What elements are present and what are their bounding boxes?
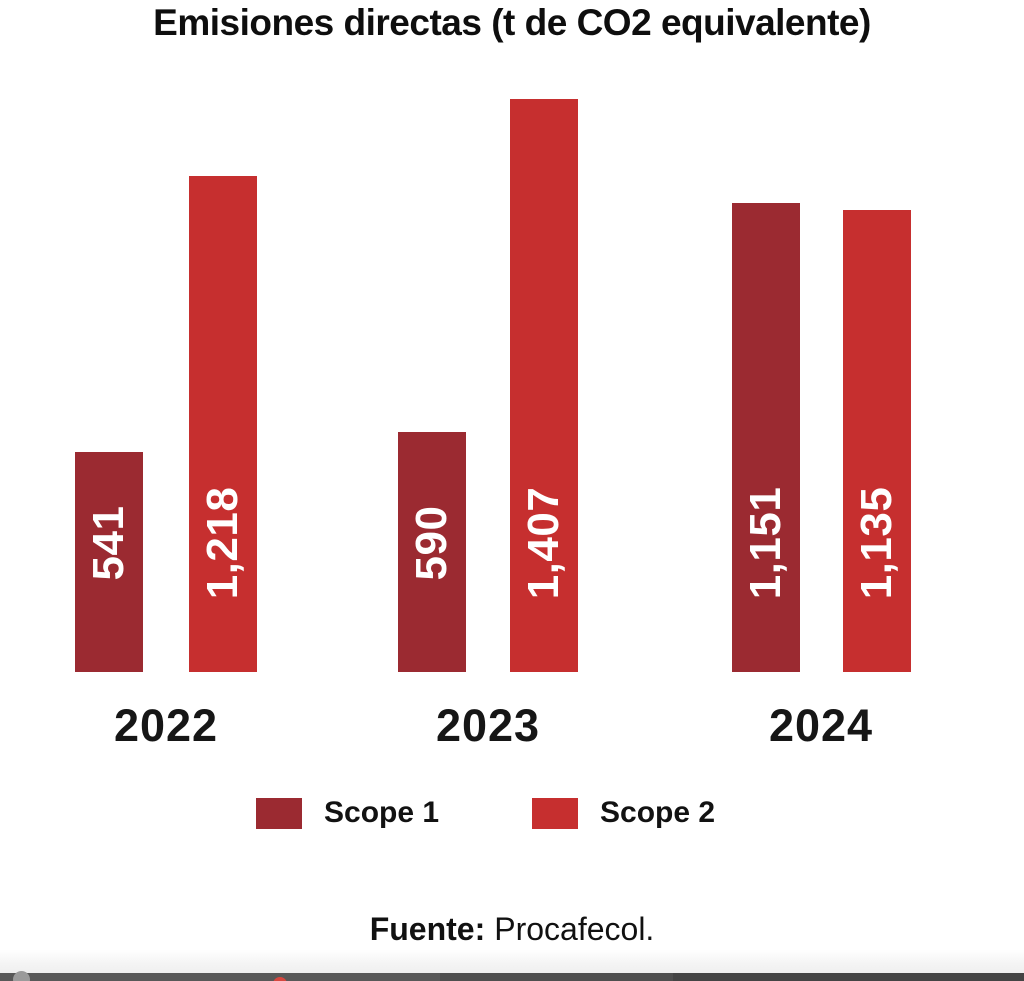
bar-value-label-2024-scope-2: 1,135 — [852, 486, 901, 600]
x-axis-label-2023: 2023 — [435, 700, 541, 751]
source-text: Procafecol. — [494, 911, 655, 947]
bar-2023-scope-2 — [510, 99, 578, 672]
bottom-gradient-band — [0, 950, 1024, 973]
taskbar-segment-mid — [440, 973, 673, 981]
bar-2024-scope-2 — [843, 210, 911, 672]
bar-value-label-2022-scope-1: 541 — [84, 505, 133, 581]
taskbar-segment-left — [0, 973, 440, 981]
legend-item-scope-1: Scope 1 — [256, 796, 440, 829]
bar-2023-scope-1 — [398, 432, 466, 672]
chart-title: Emisiones directas (t de CO2 equivalente… — [153, 2, 871, 43]
legend-swatch-scope-2-icon — [532, 797, 578, 829]
legend-label-scope-1: Scope 1 — [324, 796, 440, 829]
bar-value-label-2023-scope-2: 1,407 — [519, 486, 568, 600]
bar-value-label-2024-scope-1: 1,151 — [741, 486, 790, 600]
bar-value-label-2022-scope-2: 1,218 — [198, 486, 247, 600]
bar-2022-scope-1 — [75, 452, 143, 672]
bar-2024-scope-1 — [732, 203, 800, 672]
source-note: Fuente: Procafecol. — [0, 908, 1024, 950]
source-label: Fuente: — [369, 911, 486, 947]
bar-chart-plot: 541 590 1,151 1,218 1,407 1,135 — [75, 99, 911, 672]
bar-2022-scope-2 — [189, 176, 257, 672]
legend-label-scope-2: Scope 2 — [600, 796, 716, 829]
bar-value-label-2023-scope-1: 590 — [407, 505, 456, 581]
legend-item-scope-2: Scope 2 — [532, 796, 716, 829]
x-axis-label-2024: 2024 — [768, 700, 874, 751]
dock-gray-icon[interactable] — [13, 971, 30, 981]
legend-swatch-scope-1-icon — [256, 797, 302, 829]
x-axis-label-2022: 2022 — [113, 700, 219, 751]
bottom-taskbar-strip — [0, 971, 1024, 981]
taskbar-segment-right — [673, 973, 1024, 981]
dock-red-icon[interactable] — [273, 977, 287, 981]
